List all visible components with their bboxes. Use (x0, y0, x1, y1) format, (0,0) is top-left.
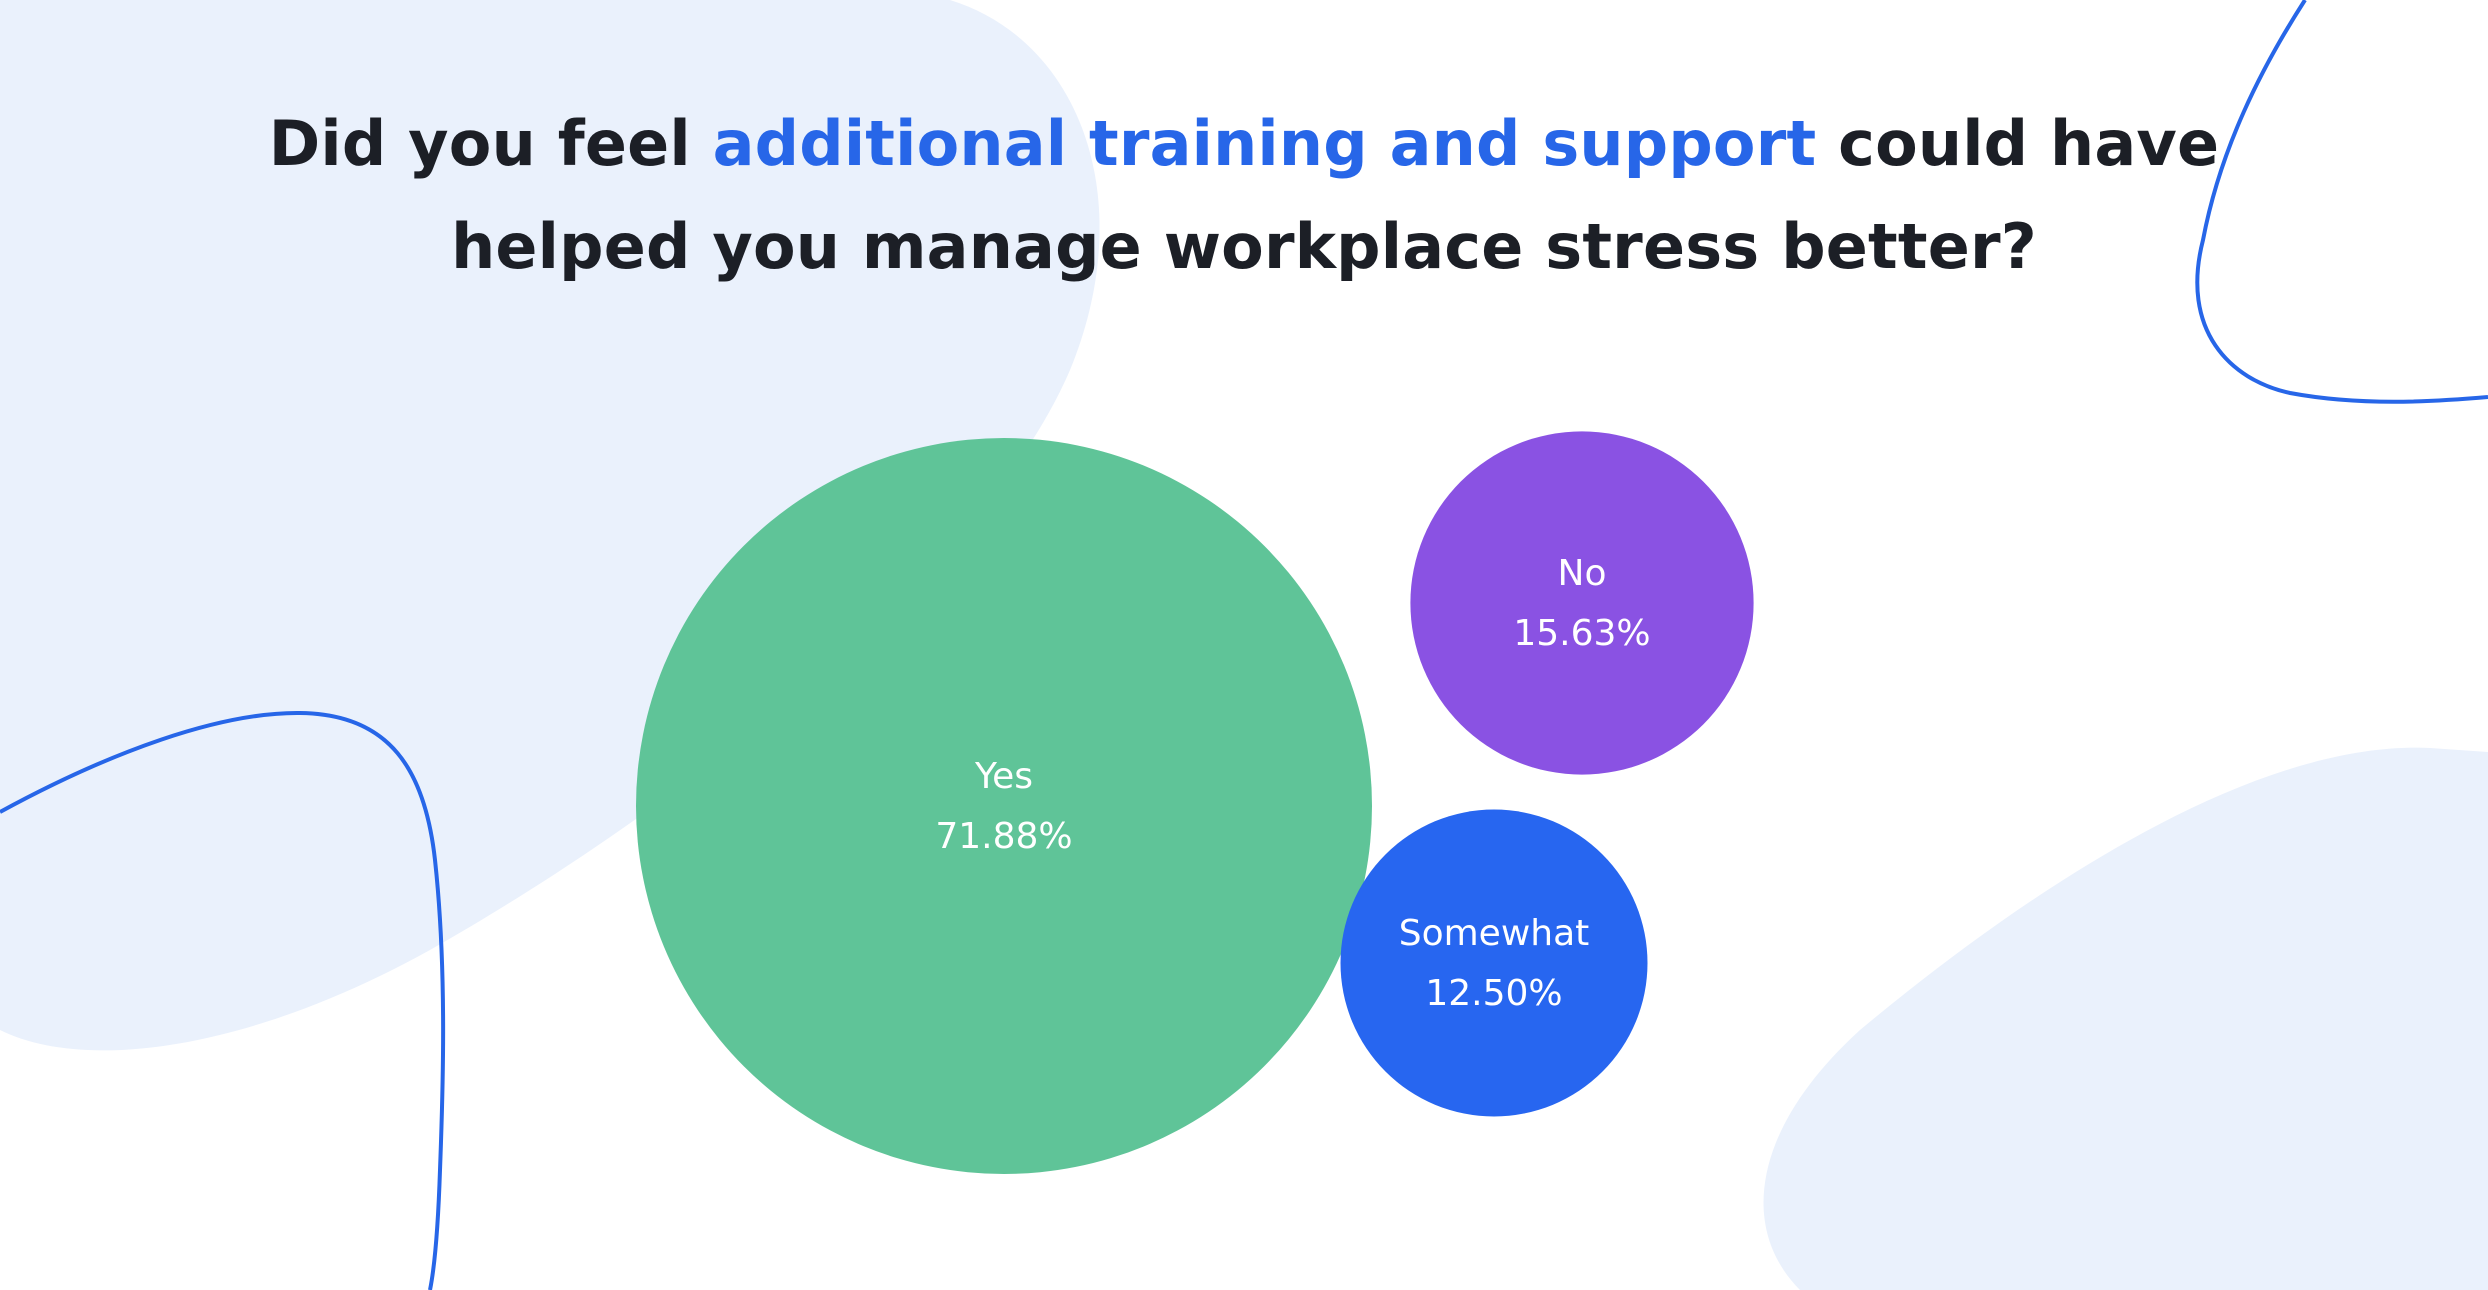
bubble-somewhat: Somewhat 12.50% (1340, 809, 1648, 1117)
title-part-2: could have helped you manage workplace s… (451, 107, 2220, 283)
bubble-circle-yes (636, 438, 1372, 1174)
bubble-no: No 15.63% (1410, 431, 1754, 775)
background-blob-right (1763, 747, 2488, 1290)
bubble-value-label: 12.50% (1425, 973, 1562, 1014)
decor-line-bottom-left (0, 710, 446, 1290)
background-blob-left (0, 0, 1100, 1051)
decor-line-top-right (2195, 0, 2488, 404)
bubble-circle-no (1410, 431, 1754, 775)
bubble-yes: Yes 71.88% (636, 438, 1372, 1174)
chart-title: Did you feel additional training and sup… (144, 92, 2344, 298)
bubble-value-label: 71.88% (935, 816, 1072, 857)
bubble-value-label: 15.63% (1513, 613, 1650, 654)
bubble-category-label: Yes (974, 756, 1033, 797)
bubble-circle-somewhat (1340, 809, 1648, 1117)
bubble-category-label: No (1558, 553, 1607, 594)
title-part-1: Did you feel (268, 107, 713, 180)
bubble-category-label: Somewhat (1399, 913, 1590, 954)
title-highlight: additional training and support (712, 107, 1817, 180)
